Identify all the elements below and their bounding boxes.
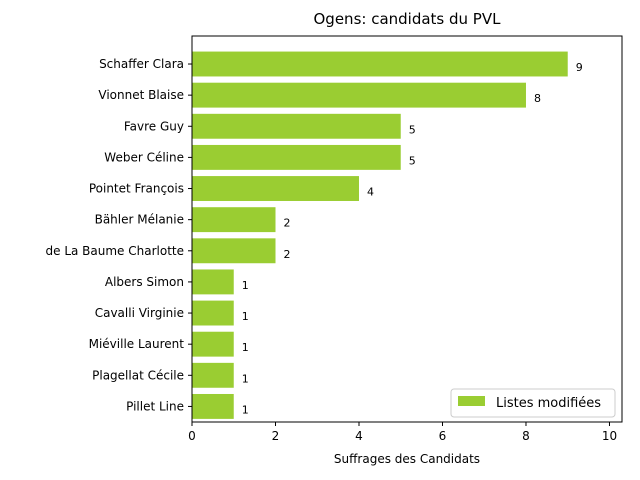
data-label: 9	[576, 61, 583, 74]
data-label: 1	[242, 372, 249, 385]
bar	[192, 176, 359, 201]
bar	[192, 82, 526, 108]
y-tick-label: Bähler Mélanie	[95, 213, 184, 227]
y-tick-label: Vionnet Blaise	[98, 88, 184, 102]
bar	[192, 51, 568, 77]
bar	[192, 331, 234, 357]
data-label: 1	[242, 310, 249, 323]
legend-swatch	[458, 396, 485, 406]
data-label: 1	[242, 341, 249, 354]
bar	[192, 269, 234, 295]
x-tick-label: 6	[439, 429, 447, 443]
data-label: 1	[242, 403, 249, 416]
x-axis-label: Suffrages des Candidats	[334, 452, 480, 466]
data-label: 2	[283, 248, 290, 261]
data-label: 4	[367, 186, 374, 199]
y-tick-label: de La Baume Charlotte	[46, 244, 185, 258]
data-label: 2	[283, 217, 290, 230]
y-tick-label: Cavalli Virginie	[95, 306, 184, 320]
data-label: 5	[409, 123, 416, 136]
legend-frame	[450, 388, 616, 418]
bar	[192, 393, 234, 419]
bar	[192, 300, 234, 326]
bar	[192, 113, 401, 139]
y-tick-label: Plagellat Cécile	[92, 368, 184, 382]
y-tick-label: Weber Céline	[104, 150, 184, 164]
data-label: 1	[242, 279, 249, 292]
x-tick-label: 2	[272, 429, 280, 443]
y-tick-label: Schaffer Clara	[99, 57, 184, 71]
data-label: 8	[534, 92, 541, 105]
y-tick-label: Albers Simon	[105, 275, 184, 289]
plot-frame	[191, 35, 623, 423]
x-tick-label: 8	[522, 429, 530, 443]
bar	[192, 207, 276, 233]
y-tick-label: Favre Guy	[124, 119, 184, 133]
legend: Listes modifiées	[450, 388, 616, 418]
plot-area: Schaffer Clara 9 Vionnet Blaise 8 Favre Guy 5…	[46, 35, 623, 443]
legend-label: Listes modifiées	[496, 396, 601, 411]
bar	[192, 238, 276, 264]
data-label: 5	[409, 154, 416, 167]
x-tick-label: 10	[602, 429, 617, 443]
chart-title: Ogens: candidats du PVL	[314, 10, 502, 28]
y-tick-label: Pointet François	[89, 182, 184, 196]
bar	[192, 144, 401, 170]
y-tick-label: Pillet Line	[126, 399, 184, 413]
bar	[192, 362, 234, 388]
x-tick-label: 0	[188, 429, 196, 443]
y-tick-label: Miéville Laurent	[89, 337, 185, 351]
x-tick-label: 4	[355, 429, 363, 443]
